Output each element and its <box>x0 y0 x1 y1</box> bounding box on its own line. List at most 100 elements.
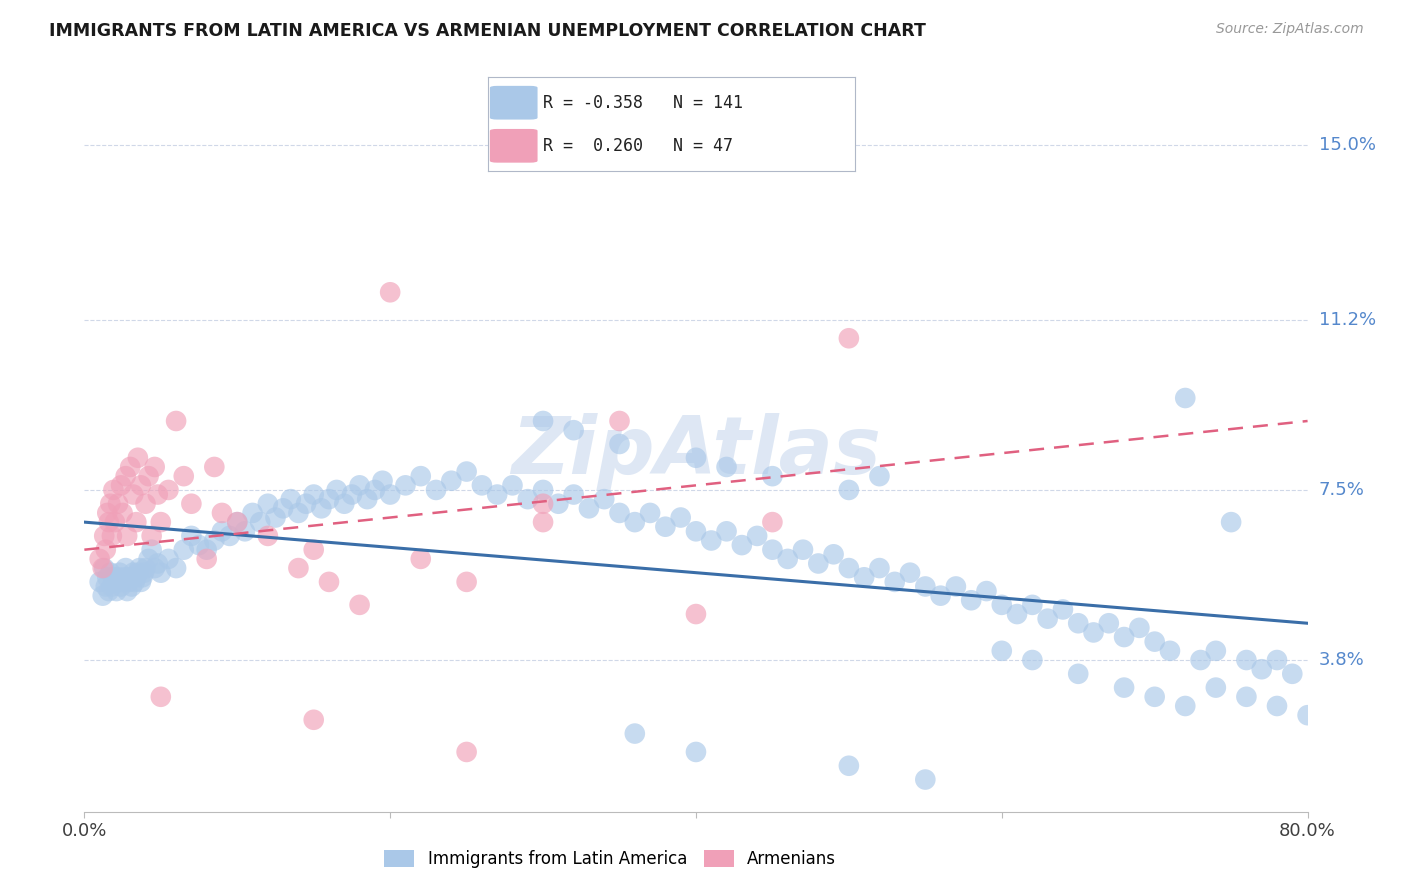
Point <box>89 552 111 566</box>
Point <box>638 506 661 520</box>
Point <box>108 566 131 580</box>
Point <box>609 506 631 520</box>
Point <box>111 506 134 520</box>
Point <box>143 561 166 575</box>
Point <box>976 584 998 599</box>
Point <box>101 529 124 543</box>
Point <box>340 487 363 501</box>
Point <box>125 515 148 529</box>
Point <box>233 524 256 539</box>
Point <box>869 469 891 483</box>
Point <box>302 487 325 501</box>
Point <box>173 469 195 483</box>
Point <box>1052 602 1074 616</box>
Point <box>1236 690 1258 704</box>
Point <box>349 598 371 612</box>
Point <box>98 566 121 580</box>
Point <box>486 487 509 501</box>
Point <box>380 285 402 300</box>
Point <box>333 497 356 511</box>
Point <box>562 487 585 501</box>
Point <box>173 542 195 557</box>
Point <box>271 501 294 516</box>
Point <box>1083 625 1105 640</box>
Point <box>128 561 150 575</box>
Point <box>110 579 132 593</box>
Point <box>107 570 129 584</box>
Point <box>1067 616 1090 631</box>
Point <box>685 450 707 465</box>
Point <box>1021 598 1043 612</box>
Point <box>264 510 287 524</box>
Point <box>127 566 149 580</box>
Point <box>440 474 463 488</box>
Point <box>1159 644 1181 658</box>
Point <box>991 598 1014 612</box>
Point <box>869 561 891 575</box>
Point <box>104 515 127 529</box>
Text: 11.2%: 11.2% <box>1319 310 1376 329</box>
Point <box>149 690 172 704</box>
Point <box>838 483 860 497</box>
Point <box>853 570 876 584</box>
Point <box>838 758 860 772</box>
Point <box>578 501 600 516</box>
Point <box>115 529 138 543</box>
Point <box>96 506 118 520</box>
Point <box>132 566 155 580</box>
Point <box>945 579 967 593</box>
Point <box>138 552 160 566</box>
Point <box>141 542 163 557</box>
Point <box>249 515 271 529</box>
Point <box>593 492 616 507</box>
Point <box>101 579 124 593</box>
Point <box>1036 612 1059 626</box>
Point <box>318 492 340 507</box>
Point <box>103 570 125 584</box>
Point <box>1098 616 1121 631</box>
Point <box>202 533 225 548</box>
Point <box>157 483 180 497</box>
Point <box>226 515 249 529</box>
Text: 15.0%: 15.0% <box>1319 136 1375 154</box>
Point <box>120 459 142 474</box>
Point <box>165 414 187 428</box>
Point <box>280 492 302 507</box>
Point <box>609 414 631 428</box>
Point <box>356 492 378 507</box>
Point <box>425 483 447 497</box>
Point <box>471 478 494 492</box>
Point <box>188 538 211 552</box>
Point <box>1220 515 1243 529</box>
Point <box>807 557 830 571</box>
Point <box>531 497 554 511</box>
Point <box>776 552 799 566</box>
Point <box>325 483 347 497</box>
Point <box>960 593 983 607</box>
Point <box>685 524 707 539</box>
Point <box>838 561 860 575</box>
Point <box>226 515 249 529</box>
Point <box>456 465 478 479</box>
Point <box>287 561 309 575</box>
Point <box>122 487 145 501</box>
Text: ZipAtlas: ZipAtlas <box>510 413 882 491</box>
Point <box>1128 621 1150 635</box>
Text: Source: ZipAtlas.com: Source: ZipAtlas.com <box>1216 22 1364 37</box>
Point <box>371 474 394 488</box>
Point <box>129 574 152 589</box>
Point <box>115 584 138 599</box>
Point <box>1265 653 1288 667</box>
Point <box>1296 708 1319 723</box>
Point <box>131 570 153 584</box>
Point <box>287 506 309 520</box>
Point <box>761 542 783 557</box>
Point <box>143 459 166 474</box>
Point <box>211 524 233 539</box>
Point <box>409 469 432 483</box>
Point <box>685 607 707 621</box>
Point <box>242 506 264 520</box>
Point <box>609 437 631 451</box>
Point <box>97 515 120 529</box>
Point <box>1281 666 1303 681</box>
